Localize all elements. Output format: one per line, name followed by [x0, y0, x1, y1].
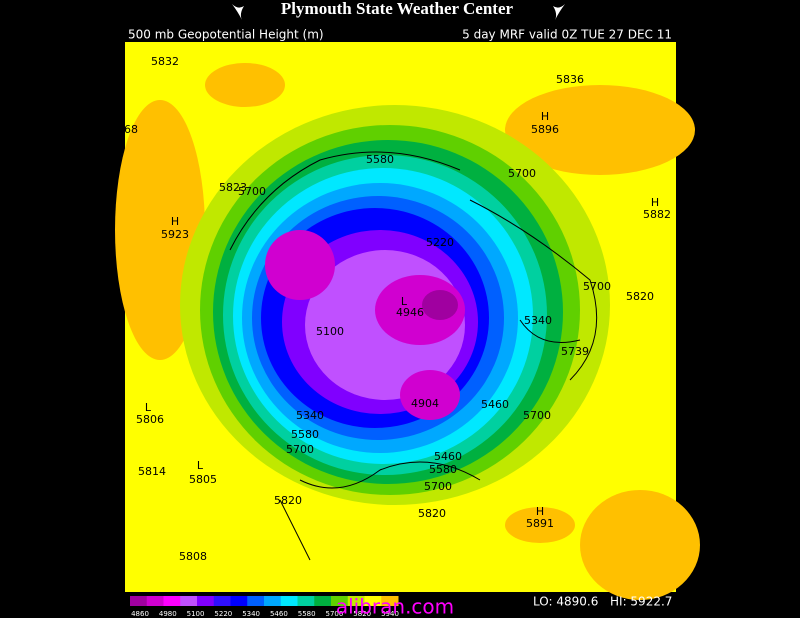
contour-label: 5820	[418, 507, 446, 520]
contour-label: H	[171, 215, 179, 228]
contour-label: 5832	[151, 55, 179, 68]
colorbar-swatch	[197, 596, 215, 606]
contour-label: 5805	[189, 473, 217, 486]
colorbar-swatch	[280, 596, 298, 606]
colorbar-swatch	[347, 596, 365, 606]
contour-label: 5820	[274, 494, 302, 507]
contour-label: 4904	[411, 397, 439, 410]
contour-label: 5700	[508, 167, 536, 180]
contour-label: 5923	[161, 228, 189, 241]
colorbar-tick-label: 5580	[298, 610, 316, 618]
contour-label: 5814	[138, 465, 166, 478]
contour-label: 5580	[291, 428, 319, 441]
colorbar-swatch	[297, 596, 315, 606]
contour-label: 5700	[523, 409, 551, 422]
contour-label: 5739	[561, 345, 589, 358]
colorbar-swatch	[180, 596, 198, 606]
low-center	[265, 230, 335, 300]
contour-label: 5700	[238, 185, 266, 198]
colorbar-swatch	[364, 596, 382, 606]
high-value: HI: 5922.7	[610, 595, 672, 609]
contour-label: 68	[124, 123, 138, 136]
map	[115, 42, 700, 600]
contour-label: 5891	[526, 517, 554, 530]
colorbar-tick-label: 5220	[214, 610, 232, 618]
contour-label: L	[197, 459, 204, 472]
contour-label: 5580	[366, 153, 394, 166]
contour-label: 5460	[481, 398, 509, 411]
contour-label: 5100	[316, 325, 344, 338]
colorbar-swatch	[381, 596, 399, 606]
contour-label: 5836	[556, 73, 584, 86]
low-center	[422, 290, 458, 320]
ridge	[505, 507, 575, 543]
watermark: alibran.com	[336, 595, 454, 618]
colorbar-tick-label: 4860	[131, 610, 149, 618]
logo-right	[553, 4, 565, 20]
contour-label: 5820	[626, 290, 654, 303]
colorbar-tick-label: 5820	[353, 610, 371, 618]
contour-label: 5823	[219, 181, 247, 194]
ridge	[205, 63, 285, 107]
colorbar-tick-label: 5460	[270, 610, 288, 618]
subtitle: 500 mb Geopotential Height (m)	[128, 28, 324, 42]
ridge	[580, 490, 700, 600]
contour-label: 5896	[531, 123, 559, 136]
contour-label: 5220	[426, 236, 454, 249]
contour-label: L	[401, 295, 408, 308]
colorbar-tick-label: 5700	[326, 610, 344, 618]
contour-label: 5580	[429, 463, 457, 476]
contour-label: 5808	[179, 550, 207, 563]
colorbar: 4860 4980 5100 5220 5340 5460 5580 5700 5820 5940	[130, 596, 399, 618]
colorbar-swatch	[230, 596, 248, 606]
contour-label: 5882	[643, 208, 671, 221]
colorbar-swatch	[264, 596, 282, 606]
contour-label: 5806	[136, 413, 164, 426]
colorbar-tick-label: 5340	[242, 610, 260, 618]
ridge	[505, 85, 695, 175]
contour-label: 4946	[396, 306, 424, 319]
logo-left	[232, 4, 244, 20]
contour-label: H	[651, 196, 659, 209]
contour-label: 5460	[434, 450, 462, 463]
contour-label: 5700	[424, 480, 452, 493]
coastline	[229, 151, 598, 561]
colorbar-swatch	[331, 596, 349, 606]
colorbar-swatch	[247, 596, 265, 606]
colorbar-swatch	[146, 596, 164, 606]
map-labels: 58325836H5896685580570058235700H5923H588…	[124, 55, 671, 563]
valid-time: 5 day MRF valid 0Z TUE 27 DEC 11	[462, 28, 672, 42]
contour-label: L	[145, 401, 152, 414]
contour-label: 5700	[583, 280, 611, 293]
contour-label: 5340	[524, 314, 552, 327]
low-value: LO: 4890.6	[533, 595, 598, 609]
title: Plymouth State Weather Center	[281, 0, 514, 18]
colorbar-swatch	[213, 596, 231, 606]
contour-label: H	[541, 110, 549, 123]
colorbar-tick-label: 5940	[381, 610, 399, 618]
contour-label: H	[536, 505, 544, 518]
colorbar-swatch	[314, 596, 332, 606]
colorbar-tick-label: 5100	[187, 610, 205, 618]
colorbar-tick-label: 4980	[159, 610, 177, 618]
colorbar-swatch	[130, 596, 148, 606]
contour-label: 5700	[286, 443, 314, 456]
contour-label: 5340	[296, 409, 324, 422]
colorbar-swatch	[163, 596, 181, 606]
low-center	[400, 370, 460, 420]
